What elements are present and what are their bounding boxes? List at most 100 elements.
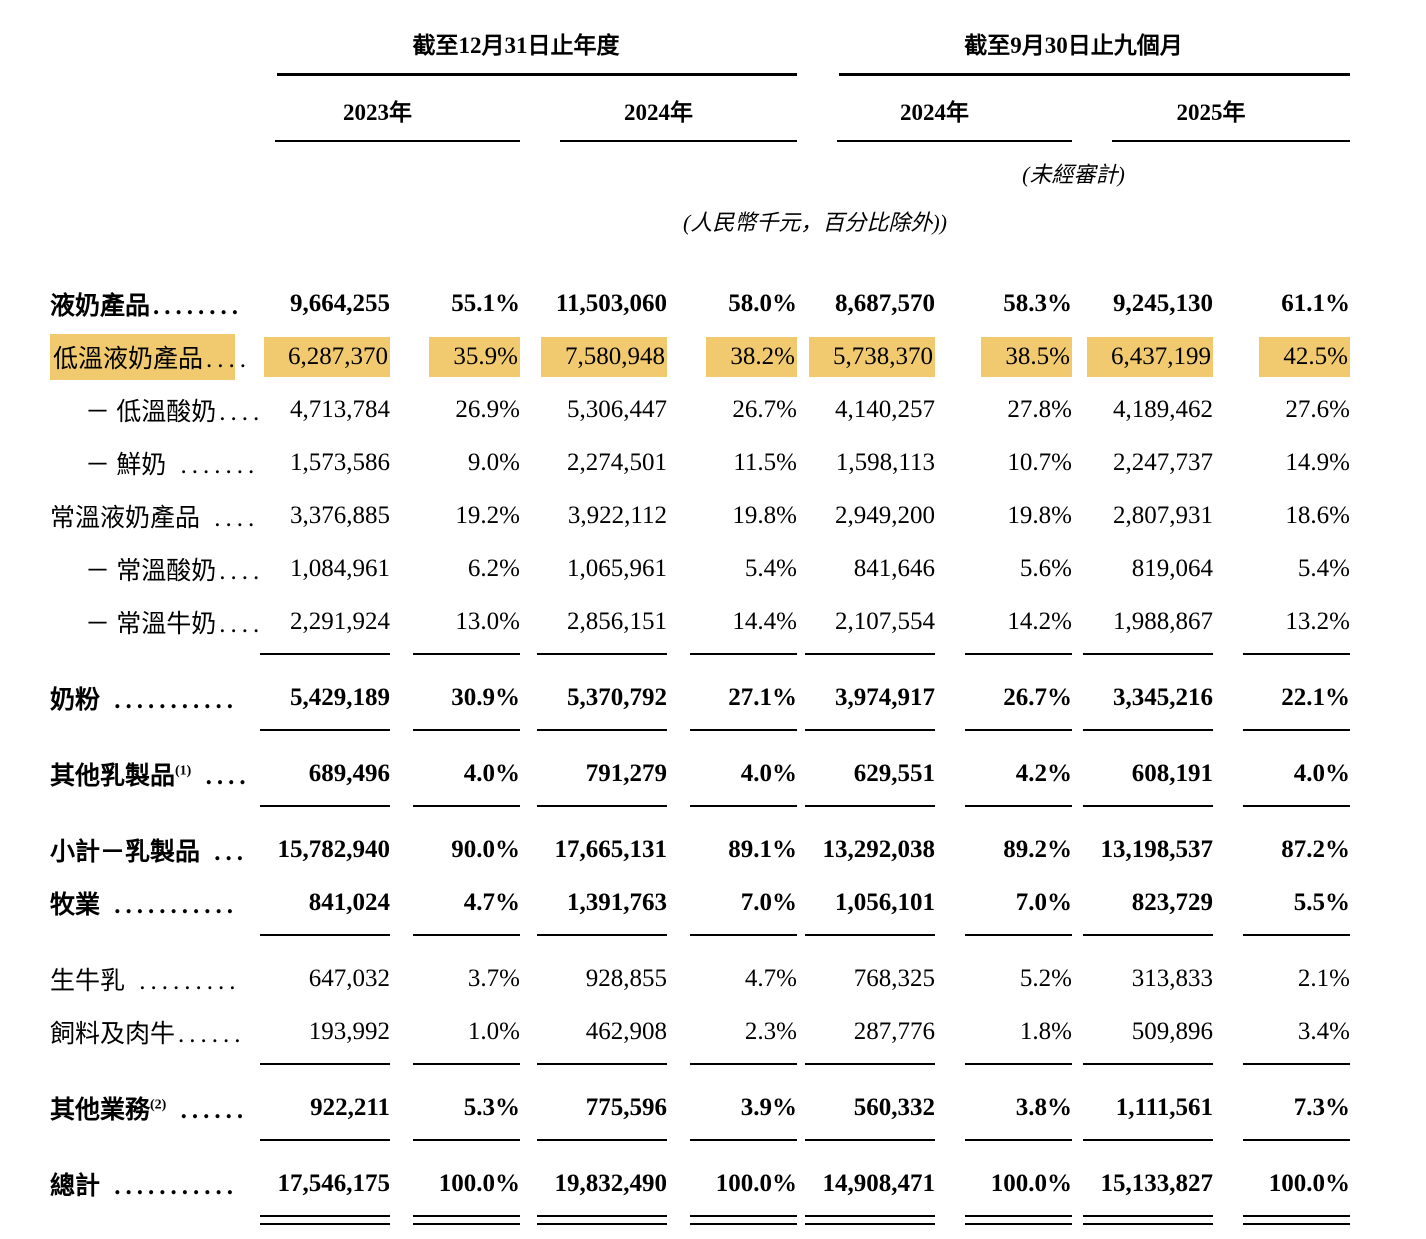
cell-value: 19.8%: [732, 501, 797, 529]
cell-value: 6.2%: [467, 554, 520, 582]
table-rule: [1083, 805, 1213, 807]
row-label-text: 低溫液奶產品....: [50, 333, 246, 380]
amount-value: 2,807,931: [1072, 489, 1213, 542]
cell-value: 26.9%: [455, 395, 520, 423]
cell-value: 629,551: [853, 759, 935, 787]
cell-value: 3.8%: [1015, 1093, 1072, 1121]
percent-value: 4.7%: [667, 952, 797, 1005]
table-rule: [805, 729, 935, 731]
leader-dots: ...........: [103, 891, 239, 919]
year-label: 2025年: [1176, 100, 1246, 125]
amount-value: 3,922,112: [520, 489, 667, 542]
rule-cell: [520, 800, 667, 823]
percent-value: 2.3%: [667, 1005, 797, 1058]
cell-value: 14,908,471: [822, 1169, 936, 1197]
percent-value: 100.0%: [667, 1157, 797, 1210]
cell-value: 38.2%: [706, 336, 797, 377]
rule-cell: [1072, 929, 1213, 952]
cell-value: 2,107,554: [835, 607, 935, 635]
cell-value: 1,598,113: [835, 448, 935, 476]
unaudited-note: (未經審計): [1022, 162, 1125, 187]
amount-value: 313,833: [1072, 952, 1213, 1005]
cell-value: 4.0%: [463, 759, 520, 787]
rule-cell: [935, 724, 1072, 747]
rule-cell: [235, 1210, 390, 1239]
row-label-text: 奶粉 ...........: [50, 687, 238, 714]
percent-value: 5.5%: [1213, 876, 1350, 929]
cell-value: 462,908: [585, 1017, 667, 1045]
percent-value: 1.8%: [935, 1005, 1072, 1058]
cell-value: 5.6%: [1019, 554, 1072, 582]
cell-value: 10.7%: [1007, 448, 1072, 476]
amount-value: 9,664,255: [235, 277, 390, 330]
rule-spacer: [50, 1058, 235, 1081]
percent-value: 19.2%: [390, 489, 520, 542]
leader-dots: ....: [194, 762, 251, 790]
leader-dots: ...: [203, 838, 249, 866]
rule-cell: [797, 724, 935, 747]
percent-value: 89.2%: [935, 823, 1072, 876]
rule-cell: [1213, 929, 1350, 952]
rule-cell: [235, 800, 390, 823]
table-rule: [805, 1139, 935, 1141]
year-label: 2023年: [343, 100, 412, 125]
table-rule: [690, 805, 797, 807]
table-rule: [537, 805, 667, 807]
cell-value: 5,429,189: [290, 683, 390, 711]
rule-cell: [520, 929, 667, 952]
cell-value: 87.2%: [1281, 835, 1350, 863]
table-rule: [1243, 934, 1350, 936]
footnote-marker: (2): [150, 1097, 167, 1113]
row-label: 牧業 ...........: [50, 876, 235, 929]
amount-value: 608,191: [1072, 747, 1213, 800]
table-row: 其他乳製品(1) .... 689,496 4.0% 791,279 4.0% 629,5…: [50, 747, 1350, 800]
rule-cell: [797, 1134, 935, 1157]
table-rule: [965, 1215, 1072, 1225]
row-label-name: 液奶產品: [50, 292, 151, 320]
table-row: 小計－乳製品 ... 15,782,940 90.0% 17,665,131 89.1%…: [50, 823, 1350, 876]
amount-value: 2,107,554: [797, 595, 935, 648]
cell-value: 4.7%: [463, 888, 520, 916]
cell-value: 2,856,151: [567, 607, 667, 635]
table-rule: [413, 729, 520, 731]
table-rule: [1243, 805, 1350, 807]
amount-value: 11,503,060: [520, 277, 667, 330]
cell-value: 4,189,462: [1113, 395, 1213, 423]
rule-cell: [797, 1210, 935, 1239]
rule-cell: [1072, 1058, 1213, 1081]
cell-value: 2.3%: [744, 1017, 797, 1045]
percent-value: 10.7%: [935, 436, 1072, 489]
cell-value: 4.2%: [1015, 759, 1072, 787]
rule-cell: [520, 1210, 667, 1239]
percent-value: 9.0%: [390, 436, 520, 489]
cell-value: 19,832,490: [554, 1169, 668, 1197]
cell-value: 9,664,255: [290, 289, 390, 317]
percent-value: 4.7%: [390, 876, 520, 929]
percent-value: 100.0%: [1213, 1157, 1350, 1210]
cell-value: 5,738,370: [809, 336, 935, 377]
row-label: 常溫液奶產品 ....: [50, 489, 254, 542]
percent-value: 14.4%: [667, 595, 797, 648]
cell-value: 1,573,586: [290, 448, 390, 476]
cell-value: 3.4%: [1297, 1017, 1350, 1045]
row-label-text: 總計 ...........: [50, 1173, 238, 1200]
amount-value: 462,908: [520, 1005, 667, 1058]
cell-value: 5.3%: [463, 1093, 520, 1121]
rule-cell: [667, 929, 797, 952]
rule-cell: [797, 929, 935, 952]
row-label-text: － 鮮奶 .......: [85, 452, 259, 479]
cell-value: 27.8%: [1007, 395, 1072, 423]
percent-value: 7.0%: [935, 876, 1072, 929]
period-group-row: 截至12月31日止年度 截至9月30日止九個月: [50, 26, 1350, 76]
leader-dots: ...........: [103, 1172, 239, 1200]
table-rule: [965, 805, 1072, 807]
percent-value: 26.9%: [390, 383, 520, 436]
percent-value: 19.8%: [667, 489, 797, 542]
rule-cell: [390, 929, 520, 952]
row-label: 低溫液奶產品....: [50, 330, 246, 383]
leader-dots: ........: [153, 292, 244, 320]
row-label-text: 飼料及肉牛......: [50, 1021, 246, 1048]
percent-value: 58.3%: [935, 277, 1072, 330]
amount-value: 509,896: [1072, 1005, 1213, 1058]
cell-value: 15,782,940: [277, 835, 391, 863]
